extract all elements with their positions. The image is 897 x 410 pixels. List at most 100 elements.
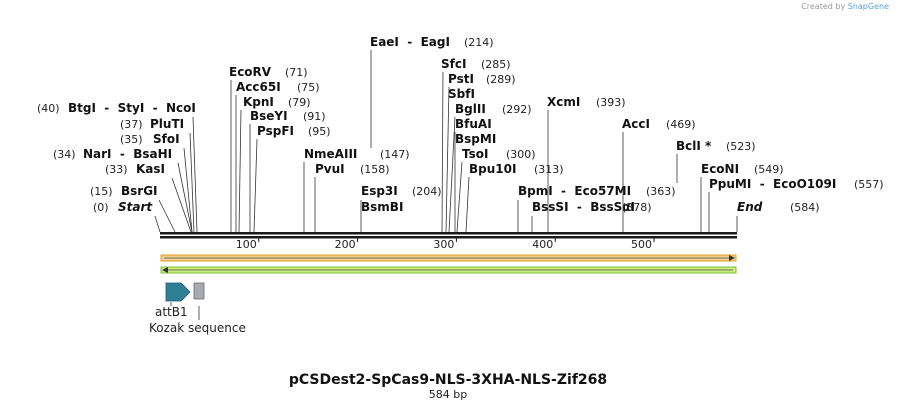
site-position: (557) [854,178,884,191]
orange-orf-bar[interactable] [160,254,737,262]
site-position: (289) [486,73,516,86]
site-position: (34) [53,148,76,161]
site-sfci[interactable]: SfcI (285) [441,57,511,233]
site-position: (549) [754,163,784,176]
site-bspmi[interactable]: BspMI [455,132,496,146]
site-label[interactable]: Esp3I [361,184,398,198]
site-nmeaiii[interactable]: NmeAIII (147) [303,147,410,232]
site-label[interactable]: EcoNI [701,162,739,176]
site-sbfi[interactable]: SbfI [448,87,475,101]
site-bpmi-eco57mi[interactable]: BpmI - Eco57MI (363) [517,184,676,232]
features: attB1 Kozak sequence [149,282,246,335]
site-label[interactable]: Acc65I [236,80,281,94]
site-bcli[interactable]: BclI * (523) [676,139,756,183]
site-label[interactable]: BtgI - StyI - NcoI [68,101,196,115]
arrow-right-icon [729,255,735,261]
site-label[interactable]: SfoI [153,132,180,146]
plasmid-length: 584 bp [429,388,467,401]
site-connector [253,138,258,233]
site-label[interactable]: EcoRV [229,65,272,79]
site-acci[interactable]: AccI (469) [622,117,696,232]
site-psti[interactable]: PstI (289) [445,72,516,233]
site-xcmi[interactable]: XcmI (393) [547,95,626,232]
site-eaei-eagi[interactable]: EaeI - EagI (214) [370,35,494,148]
site-label[interactable]: KasI [136,162,165,176]
site-position: (75) [297,81,320,94]
site-bsmbi[interactable]: BsmBI [361,200,403,214]
site-label[interactable]: SbfI [448,87,475,101]
site-connector [177,162,193,233]
ruler-tick-label: 200 [335,238,356,251]
site-sfoi[interactable]: SfoI (35) [120,132,193,233]
site-label[interactable]: BseYI [250,109,288,123]
site-bpu10i[interactable]: Bpu10I (313) [465,162,564,233]
site-label[interactable]: PluTI [150,117,184,131]
site-pvui[interactable]: PvuI (158) [314,162,390,232]
backbone-top [160,232,737,235]
feature-label: Kozak sequence [149,321,246,335]
site-label[interactable]: PpuMI - EcoO109I [709,177,836,191]
site-ppumi-ecoo109i[interactable]: PpuMI - EcoO109I (557) [708,177,884,232]
site-econi[interactable]: EcoNI (549) [700,162,784,232]
site-bglii[interactable]: BglII (292) [448,102,532,233]
site-label[interactable]: KpnI [243,95,274,109]
site-bfuai[interactable]: BfuAI [454,117,492,232]
green-orf-bar[interactable] [160,266,737,274]
site-label[interactable]: NmeAIII [304,147,357,161]
site-position: (95) [308,125,331,138]
site-tsoi[interactable]: TsoI (300) [456,147,536,233]
site-connector [465,176,470,233]
site-bsrgi[interactable]: BsrGI (15) [90,184,176,233]
site-position: (378) [622,201,652,214]
site-label[interactable]: End [737,200,763,214]
site-kasi[interactable]: KasI (33) [105,162,192,233]
site-label[interactable]: Bpu10I [469,162,516,176]
site-position: (40) [37,102,60,115]
site-start[interactable]: Start (0) [93,200,161,233]
feature-label: attB1 [155,305,188,319]
site-label[interactable]: PspFI [257,124,294,138]
site-label[interactable]: SfcI [441,57,466,71]
site-label[interactable]: BclI * [676,139,712,153]
site-bseyi[interactable]: BseYI (91) [249,109,326,232]
site-label[interactable]: Start [118,200,153,214]
site-acc65i[interactable]: Acc65I (75) [235,80,320,232]
site-position: (285) [481,58,511,71]
site-position: (158) [360,163,390,176]
site-pluti[interactable]: PluTI (37) [120,117,195,233]
credit-prefix: Created by [801,2,846,11]
site-label[interactable]: BsrGI [121,184,158,198]
site-kpni[interactable]: KpnI (79) [238,95,311,233]
site-label[interactable]: BglII [455,102,486,116]
site-connector [189,132,195,233]
site-position: (204) [412,185,442,198]
site-btgi-styi-ncoi[interactable]: BtgI - StyI - NcoI (40) [37,101,198,233]
ruler-tick-label: 500 [631,238,652,251]
site-label[interactable]: BssSI - BssSαI [532,200,635,214]
site-label[interactable]: BsmBI [361,200,403,214]
site-end[interactable]: End (584) [736,200,820,232]
site-esp3i[interactable]: Esp3I (204) [360,184,442,232]
feature-attb1[interactable]: attB1 [155,282,191,319]
site-label[interactable]: NarI - BsaHI [83,147,172,161]
arrow-left-icon [162,267,168,273]
site-label[interactable]: XcmI [547,95,580,109]
site-ecorv[interactable]: EcoRV (71) [229,65,308,232]
site-label[interactable]: BpmI - Eco57MI [518,184,631,198]
site-label[interactable]: PstI [448,72,474,86]
site-nari-bsahi[interactable]: NarI - BsaHI (34) [53,147,193,233]
site-bsssi-bsss-i[interactable]: BssSI - BssSαI(378) [531,200,652,232]
site-pspfi[interactable]: PspFI (95) [253,124,331,233]
site-label[interactable]: BspMI [455,132,496,146]
site-label[interactable]: TsoI [462,147,488,161]
site-label[interactable]: PvuI [315,162,345,176]
restriction-sites: BtgI - StyI - NcoI(40)PluTI(37)SfoI(35)N… [37,35,884,233]
site-position: (292) [502,103,532,116]
site-position: (35) [120,133,143,146]
feature-kozak-sequence[interactable]: Kozak sequence [149,282,246,335]
site-position: (300) [506,148,536,161]
site-label[interactable]: BfuAI [455,117,492,131]
site-connector [238,109,242,233]
site-label[interactable]: EaeI - EagI [370,35,450,49]
site-label[interactable]: AccI [622,117,650,131]
